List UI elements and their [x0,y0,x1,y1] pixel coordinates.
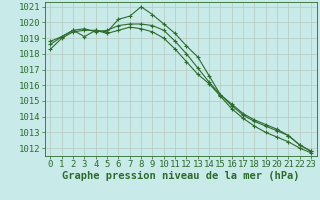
X-axis label: Graphe pression niveau de la mer (hPa): Graphe pression niveau de la mer (hPa) [62,171,300,181]
